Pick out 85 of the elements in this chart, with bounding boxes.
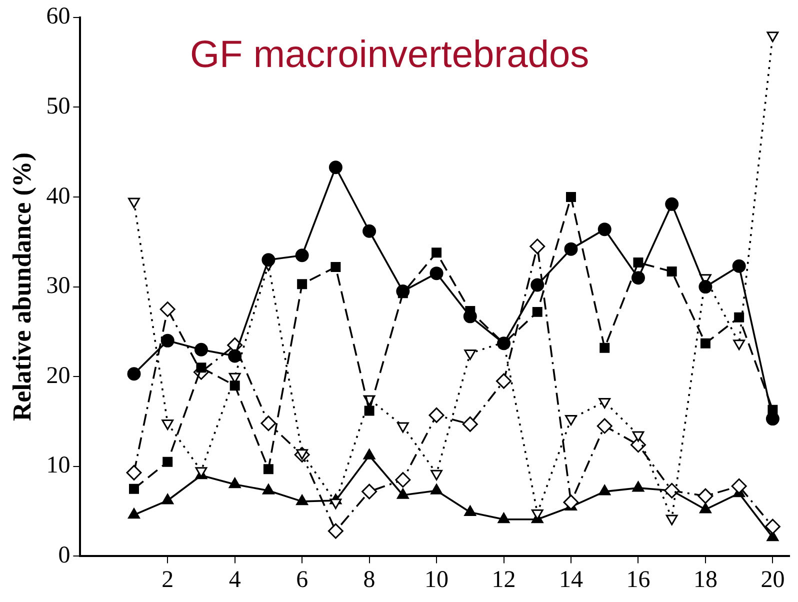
point — [496, 373, 512, 389]
point — [162, 456, 173, 467]
x-tick-label: 18 — [693, 566, 718, 593]
point — [766, 412, 780, 426]
y-tick-label: 50 — [46, 93, 70, 120]
point — [262, 484, 274, 494]
point — [632, 481, 644, 492]
point — [764, 518, 780, 534]
y-tick-label: 20 — [46, 362, 70, 389]
point — [364, 406, 374, 416]
point — [428, 407, 444, 423]
point — [260, 416, 276, 432]
point — [432, 248, 442, 258]
point — [732, 259, 746, 273]
point — [532, 306, 542, 317]
point — [498, 512, 510, 524]
point — [734, 312, 744, 322]
point — [127, 367, 141, 381]
point — [162, 494, 174, 504]
point — [698, 280, 712, 294]
y-axis-title: Relative abundance (%) — [7, 152, 36, 422]
point — [262, 253, 276, 267]
point — [230, 380, 240, 391]
point — [664, 482, 680, 498]
point — [128, 508, 140, 519]
point — [196, 362, 206, 373]
y-tick-label: 0 — [58, 542, 70, 568]
point — [698, 488, 714, 504]
point — [766, 32, 779, 42]
point — [700, 338, 710, 348]
point — [297, 279, 308, 290]
point — [631, 271, 645, 285]
point — [666, 266, 677, 277]
point — [564, 242, 578, 256]
point — [665, 197, 679, 211]
point — [363, 448, 376, 460]
point — [160, 334, 174, 348]
point — [228, 349, 242, 363]
x-tick-label: 10 — [424, 566, 449, 593]
y-tick-label: 40 — [46, 183, 70, 210]
x-tick-label: 2 — [162, 566, 174, 593]
y-tick-label: 10 — [46, 452, 70, 479]
point — [464, 505, 476, 516]
point — [462, 416, 478, 432]
point — [263, 464, 274, 474]
point — [566, 192, 576, 202]
point — [194, 342, 208, 356]
point — [128, 484, 139, 494]
point — [430, 484, 442, 494]
point — [296, 494, 308, 506]
point — [328, 160, 342, 174]
point — [633, 258, 644, 268]
chart-title: GF macroinvertebrados — [190, 34, 590, 77]
point — [126, 464, 142, 480]
x-tick-label: 4 — [228, 566, 241, 593]
point — [600, 342, 610, 353]
y-tick-label: 30 — [46, 273, 70, 300]
point — [700, 502, 712, 514]
point — [430, 266, 444, 280]
x-tick-label: 8 — [363, 566, 376, 593]
x-tick-label: 14 — [558, 566, 583, 593]
x-tick-label: 6 — [296, 566, 308, 593]
x-tick-label: 20 — [760, 566, 785, 593]
point — [160, 302, 176, 317]
y-tick-label: 60 — [46, 4, 70, 30]
point — [731, 478, 747, 494]
point — [128, 198, 140, 208]
point — [228, 478, 241, 488]
point — [463, 310, 477, 324]
x-tick-label: 12 — [492, 566, 516, 593]
point — [328, 523, 344, 539]
point — [330, 262, 341, 272]
point — [396, 488, 409, 499]
point — [395, 472, 411, 488]
point — [295, 248, 309, 262]
point — [598, 222, 612, 236]
point — [563, 494, 579, 510]
point — [362, 224, 376, 238]
point — [530, 238, 546, 254]
point — [596, 418, 612, 434]
x-tick-label: 16 — [626, 566, 650, 593]
point — [598, 484, 611, 496]
point — [530, 278, 544, 292]
point — [396, 284, 410, 298]
point — [362, 484, 378, 500]
